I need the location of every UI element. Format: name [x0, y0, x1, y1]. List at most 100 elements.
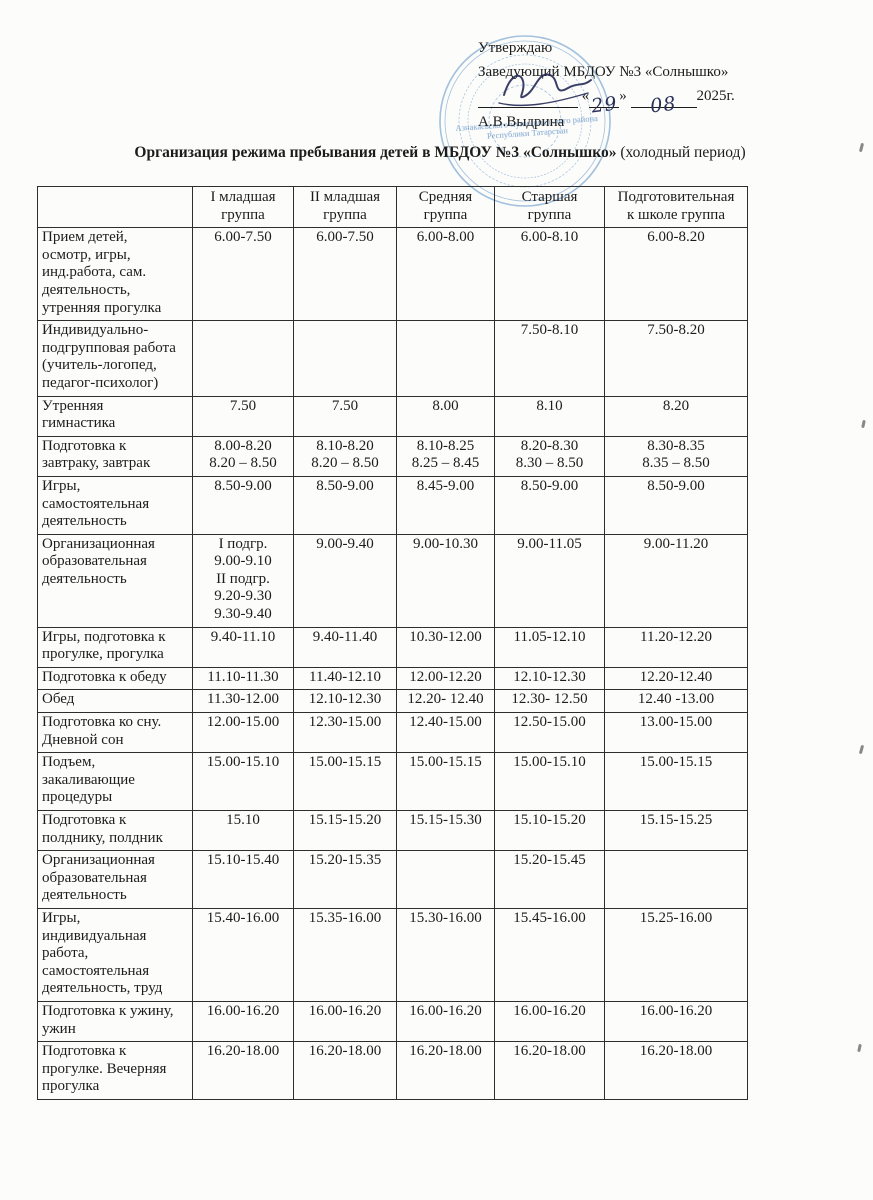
time-cell: 15.35-16.00: [293, 907, 397, 1002]
time-cell: 8.50-9.00: [293, 475, 397, 535]
time-cell: 15.25-16.00: [604, 907, 748, 1002]
activity-cell: Подготовка ко сну. Дневной сон: [37, 712, 193, 754]
time-cell: 15.10-15.20: [494, 809, 605, 852]
approval-signatory-name: А.В.Выдрина: [478, 114, 565, 130]
table-row: Игры, индивидуальная работа, самостоятел…: [37, 907, 748, 1002]
column-header: I младшая группа: [192, 185, 294, 229]
time-cell: 8.50-9.00: [604, 475, 748, 535]
time-cell: 15.00-15.15: [396, 752, 495, 811]
time-cell: 16.20-18.00: [293, 1041, 397, 1100]
table-row: Подъем, закаливающие процедуры 15.00-15.1…: [37, 752, 748, 811]
approval-date-line: «29» 08 2025г.: [478, 73, 768, 117]
time-cell: 7.50: [293, 395, 397, 437]
time-cell: [293, 320, 397, 397]
column-header: Подготовительная к школе группа: [604, 185, 748, 229]
time-cell: 15.20-15.45: [494, 850, 605, 909]
time-cell: 16.20-18.00: [192, 1041, 294, 1100]
time-cell: 6.00-7.50: [293, 227, 397, 322]
time-cell: 16.20-18.00: [396, 1041, 495, 1100]
activity-cell: Подготовка к обеду: [37, 666, 193, 691]
time-cell: 16.00-16.20: [396, 1000, 495, 1043]
time-cell: 12.10-12.30: [293, 689, 397, 714]
date-month-blank: 08: [630, 91, 697, 117]
signature-scribble: [498, 73, 592, 107]
table-row: Обед 11.30-12.00 12.10-12.30 12.20- 12.40 12…: [37, 689, 748, 714]
table-row: Организационная образовательная деятельн…: [37, 850, 748, 909]
time-cell: 8.45-9.00: [396, 475, 495, 535]
table-row: Подготовка к прогулке. Вечерняя прогулка…: [37, 1041, 748, 1100]
time-cell: 15.40-16.00: [192, 907, 294, 1002]
time-cell: 12.40 -13.00: [604, 689, 748, 714]
scan-artifact: [861, 419, 866, 429]
table-row: Подготовка ко сну. Дневной сон 12.00-15.0…: [37, 712, 748, 754]
date-day-blank: 29: [589, 91, 620, 117]
activity-cell: Подготовка к полднику, полдник: [37, 809, 193, 852]
time-cell: 8.20: [604, 395, 748, 437]
quote-open: «: [581, 88, 590, 104]
column-header: II младшая группа: [293, 185, 397, 229]
activity-cell: Подготовка к прогулке. Вечерняя прогулка: [37, 1041, 193, 1100]
handwritten-month: 08: [649, 92, 679, 118]
time-cell: 6.00-8.20: [604, 227, 748, 322]
time-cell: 15.15-15.30: [396, 809, 495, 852]
time-cell: 12.30- 12.50: [494, 689, 605, 714]
time-cell: 16.20-18.00: [494, 1041, 605, 1100]
time-cell: 15.15-15.20: [293, 809, 397, 852]
time-cell: 6.00-8.00: [396, 227, 495, 322]
activity-cell: Игры, индивидуальная работа, самостоятел…: [37, 907, 193, 1002]
time-cell: 8.30-8.35 8.35 – 8.50: [604, 435, 748, 477]
time-cell: 13.00-15.00: [604, 712, 748, 754]
time-cell: 7.50: [192, 395, 294, 437]
time-cell: 16.00-16.20: [192, 1000, 294, 1043]
time-cell: 12.50-15.00: [494, 712, 605, 754]
scan-artifact: [858, 142, 865, 153]
time-cell: 8.10-8.20 8.20 – 8.50: [293, 435, 397, 477]
table-row: Организационная образовательная деятельн…: [37, 533, 748, 628]
time-cell: 8.50-9.00: [192, 475, 294, 535]
activity-cell: Прием детей, осмотр, игры, инд.работа, с…: [37, 227, 193, 322]
time-cell: 12.30-15.00: [293, 712, 397, 754]
activity-cell: Игры, подготовка к прогулке, прогулка: [37, 626, 193, 668]
time-cell: 12.40-15.00: [396, 712, 495, 754]
activity-cell: Подготовка к завтраку, завтрак: [37, 435, 193, 477]
activity-cell: Организационная образовательная деятельн…: [37, 850, 193, 909]
time-cell: 8.10-8.25 8.25 – 8.45: [396, 435, 495, 477]
time-cell: 7.50-8.20: [604, 320, 748, 397]
table-row: Подготовка к полднику, полдник 15.10 15.15…: [37, 809, 748, 852]
approval-approve-word: Утверждаю: [478, 40, 553, 56]
time-cell: 15.20-15.35: [293, 850, 397, 909]
activity-cell: Подготовка к ужину, ужин: [37, 1000, 193, 1043]
time-cell: 15.45-16.00: [494, 907, 605, 1002]
table-row: Утренняя гимнастика 7.50 7.50 8.00 8.10 8.20: [37, 395, 748, 437]
time-cell: 12.10-12.30: [494, 666, 605, 691]
handwritten-day: 29: [590, 92, 619, 118]
corner-cell: [37, 185, 193, 229]
time-cell: 11.20-12.20: [604, 626, 748, 668]
time-cell: 9.00-10.30: [396, 533, 495, 628]
time-cell: 16.00-16.20: [494, 1000, 605, 1043]
time-cell: 16.00-16.20: [604, 1000, 748, 1043]
time-cell: 8.10: [494, 395, 605, 437]
approval-position-line: Заведующий МБДОУ №3 «Солнышко»: [478, 64, 729, 80]
document-title-bold: Организация режима пребывания детей в МБ…: [134, 144, 621, 161]
time-cell: 9.00-9.40: [293, 533, 397, 628]
activity-cell: Подъем, закаливающие процедуры: [37, 752, 193, 811]
table-row: Прием детей, осмотр, игры, инд.работа, с…: [37, 227, 748, 322]
time-cell: 16.20-18.00: [604, 1041, 748, 1100]
scan-artifact: [857, 1043, 862, 1053]
time-cell: 9.40-11.10: [192, 626, 294, 668]
time-cell: 6.00-7.50: [192, 227, 294, 322]
time-cell: 11.05-12.10: [494, 626, 605, 668]
activity-cell: Игры, самостоятельная деятельность: [37, 475, 193, 535]
time-cell: 15.00-15.10: [192, 752, 294, 811]
scan-artifact: [858, 744, 865, 755]
time-cell: 11.30-12.00: [192, 689, 294, 714]
signature-blank: [478, 73, 592, 108]
time-cell: 8.50-9.00: [494, 475, 605, 535]
date-year: 2025г.: [696, 88, 735, 104]
time-cell: 12.20-12.40: [604, 666, 748, 691]
time-cell: 16.00-16.20: [293, 1000, 397, 1043]
table-row: Подготовка к завтраку, завтрак 8.00-8.20 …: [37, 435, 748, 477]
activity-cell: Утренняя гимнастика: [37, 395, 193, 437]
time-cell: [396, 850, 495, 909]
